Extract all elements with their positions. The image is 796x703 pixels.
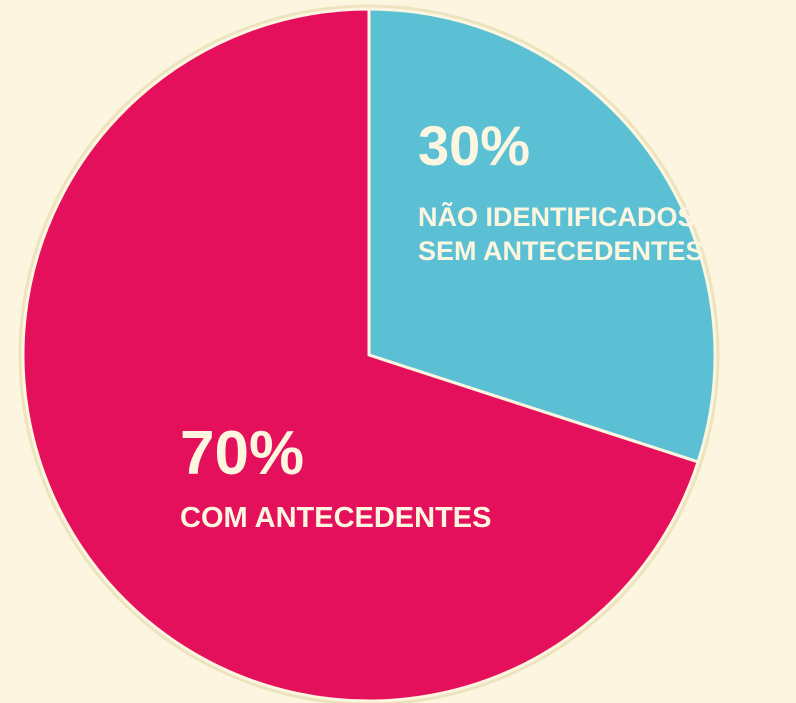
- category-label-line: SEM ANTECEDENTES: [418, 236, 704, 266]
- pie-slice: [21, 7, 700, 703]
- pie-outline: [18, 4, 720, 703]
- category-label-line: NÃO IDENTIFICADOS/: [418, 201, 704, 232]
- labels: 30% NÃO IDENTIFICADOS/SEM ANTECEDENTES 70%…: [180, 114, 704, 534]
- category-label: NÃO IDENTIFICADOS/SEM ANTECEDENTES: [418, 201, 704, 266]
- value-label: 70%: [180, 419, 304, 488]
- value-label: 30%: [418, 114, 530, 177]
- category-label-line: COM ANTECEDENTES: [180, 502, 492, 534]
- category-label: COM ANTECEDENTES: [180, 502, 492, 534]
- pie-slice: [367, 7, 717, 464]
- slices: [21, 7, 717, 703]
